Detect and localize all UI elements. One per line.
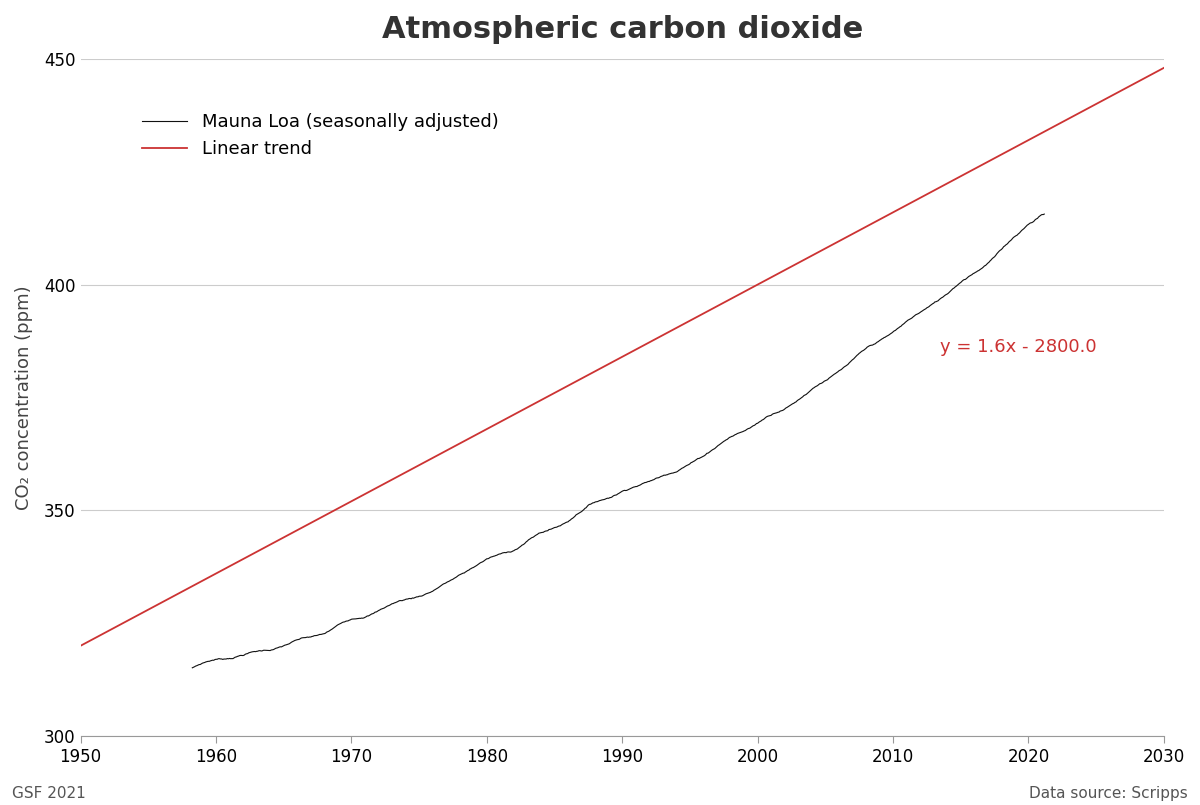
Text: Data source: Scripps: Data source: Scripps xyxy=(1030,786,1188,801)
Mauna Loa (seasonally adjusted) xyxy=(185,663,199,673)
Mauna Loa (seasonally adjusted) xyxy=(1022,219,1037,229)
Title: Atmospheric carbon dioxide: Atmospheric carbon dioxide xyxy=(382,15,863,44)
Mauna Loa (seasonally adjusted) xyxy=(1037,209,1051,219)
Text: GSF 2021: GSF 2021 xyxy=(12,786,85,801)
Legend: Mauna Loa (seasonally adjusted), Linear trend: Mauna Loa (seasonally adjusted), Linear … xyxy=(134,106,505,166)
Mauna Loa (seasonally adjusted) xyxy=(899,316,913,326)
Mauna Loa (seasonally adjusted) xyxy=(716,436,731,446)
Y-axis label: CO₂ concentration (ppm): CO₂ concentration (ppm) xyxy=(14,285,32,510)
Mauna Loa (seasonally adjusted) xyxy=(618,485,632,495)
Mauna Loa (seasonally adjusted) xyxy=(499,548,514,558)
Text: y = 1.6x - 2800.0: y = 1.6x - 2800.0 xyxy=(941,338,1097,357)
Mauna Loa (seasonally adjusted) xyxy=(888,325,902,335)
Line: Mauna Loa (seasonally adjusted): Mauna Loa (seasonally adjusted) xyxy=(192,214,1044,668)
